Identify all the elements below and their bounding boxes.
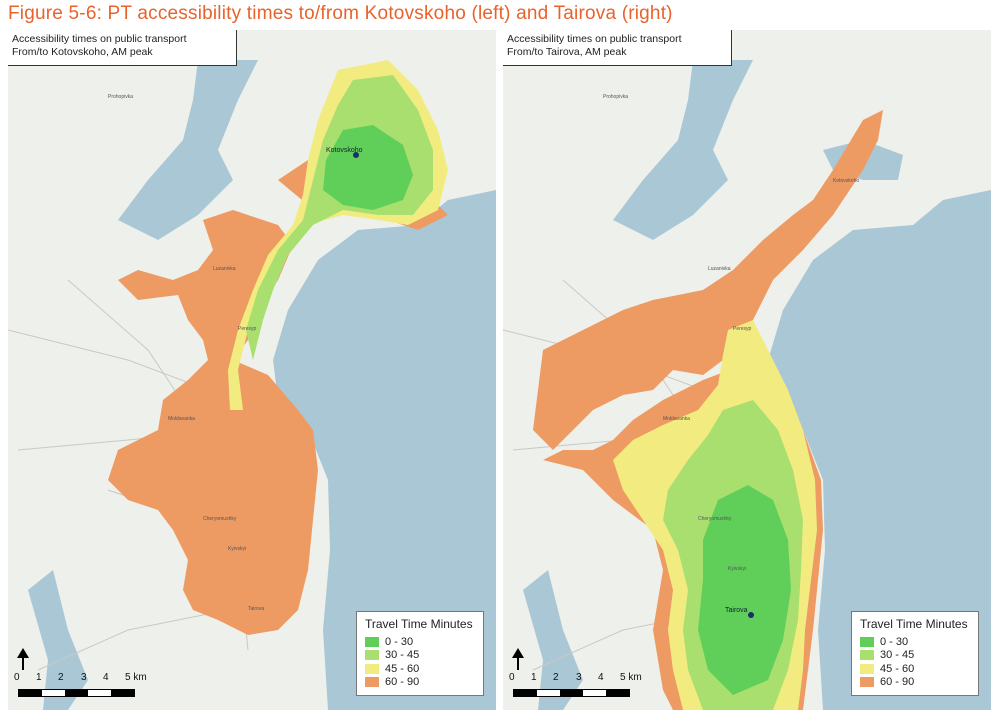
- isochrone-60-90: [108, 210, 318, 635]
- svg-text:Moldavanka: Moldavanka: [663, 416, 690, 422]
- black-sea-bay: [768, 190, 991, 710]
- black-sea-bay: [273, 190, 496, 710]
- legend-item-60-90: 60 - 90: [860, 676, 970, 690]
- map-panel-kotovskoho[interactable]: Kotovskoho Prohopivka Luzanivka Peresyp …: [8, 30, 496, 710]
- origin-point-tairova: [748, 612, 754, 618]
- svg-text:Cheryomushky: Cheryomushky: [203, 516, 237, 522]
- estuary-south-west: [28, 570, 88, 710]
- scale-bar: 0 1 2 3 4 5 km: [12, 672, 162, 702]
- estuary-south-west: [523, 570, 583, 710]
- legend-title: Travel Time Minutes: [365, 617, 473, 631]
- map-title-line1: Accessibility times on public transport: [507, 33, 682, 45]
- svg-text:Kyivskyi: Kyivskyi: [728, 566, 746, 572]
- legend-travel-time: Travel Time Minutes 0 - 30 30 - 45 45 - …: [851, 611, 979, 696]
- svg-text:Luzanivka: Luzanivka: [708, 266, 731, 272]
- origin-label: Tairova: [725, 607, 748, 614]
- legend-item-0-30: 0 - 30: [860, 635, 970, 649]
- origin-label: Kotovskoho: [326, 147, 363, 154]
- svg-text:Kyivskyi: Kyivskyi: [228, 546, 246, 552]
- north-arrow-icon: [17, 648, 29, 670]
- map-panel-tairova[interactable]: Tairova Prohopivka Luzanivka Peresyp Mol…: [503, 30, 991, 710]
- map-canvas-right[interactable]: Tairova Prohopivka Luzanivka Peresyp Mol…: [503, 30, 991, 710]
- legend-item-0-30: 0 - 30: [365, 635, 475, 649]
- map-title-box: Accessibility times on public transport …: [503, 30, 732, 66]
- legend-item-30-45: 30 - 45: [860, 649, 970, 663]
- svg-text:Peresyp: Peresyp: [733, 326, 752, 332]
- map-title-line1: Accessibility times on public transport: [12, 33, 187, 45]
- svg-text:Peresyp: Peresyp: [238, 326, 257, 332]
- svg-text:Luzanivka: Luzanivka: [213, 266, 236, 272]
- scale-bar: 0 1 2 3 4 5 km: [507, 672, 657, 702]
- estuary-north-west: [118, 60, 258, 240]
- svg-text:Moldavanka: Moldavanka: [168, 416, 195, 422]
- svg-text:Cheryomushky: Cheryomushky: [698, 516, 732, 522]
- legend-title: Travel Time Minutes: [860, 617, 968, 631]
- isochrone-0-30: [698, 485, 791, 695]
- legend-item-60-90: 60 - 90: [365, 676, 475, 690]
- map-canvas-left[interactable]: Kotovskoho Prohopivka Luzanivka Peresyp …: [8, 30, 496, 710]
- svg-text:Prohopivka: Prohopivka: [108, 94, 133, 100]
- legend-item-45-60: 45 - 60: [860, 662, 970, 676]
- legend-travel-time: Travel Time Minutes 0 - 30 30 - 45 45 - …: [356, 611, 484, 696]
- isochrone-0-30: [323, 125, 413, 210]
- figure-title: Figure 5-6: PT accessibility times to/fr…: [8, 3, 673, 24]
- origin-point-kotovskoho: [353, 152, 359, 158]
- estuary-north-west: [613, 60, 753, 240]
- legend-item-30-45: 30 - 45: [365, 649, 475, 663]
- svg-text:Prohopivka: Prohopivka: [603, 94, 628, 100]
- map-title-box: Accessibility times on public transport …: [8, 30, 237, 66]
- legend-item-45-60: 45 - 60: [365, 662, 475, 676]
- north-arrow-icon: [512, 648, 524, 670]
- map-title-line2: From/to Kotovskoho, AM peak: [12, 46, 153, 58]
- svg-text:Tairova: Tairova: [248, 606, 264, 612]
- svg-text:Kotovskoho: Kotovskoho: [833, 178, 859, 184]
- map-title-line2: From/to Tairova, AM peak: [507, 46, 627, 58]
